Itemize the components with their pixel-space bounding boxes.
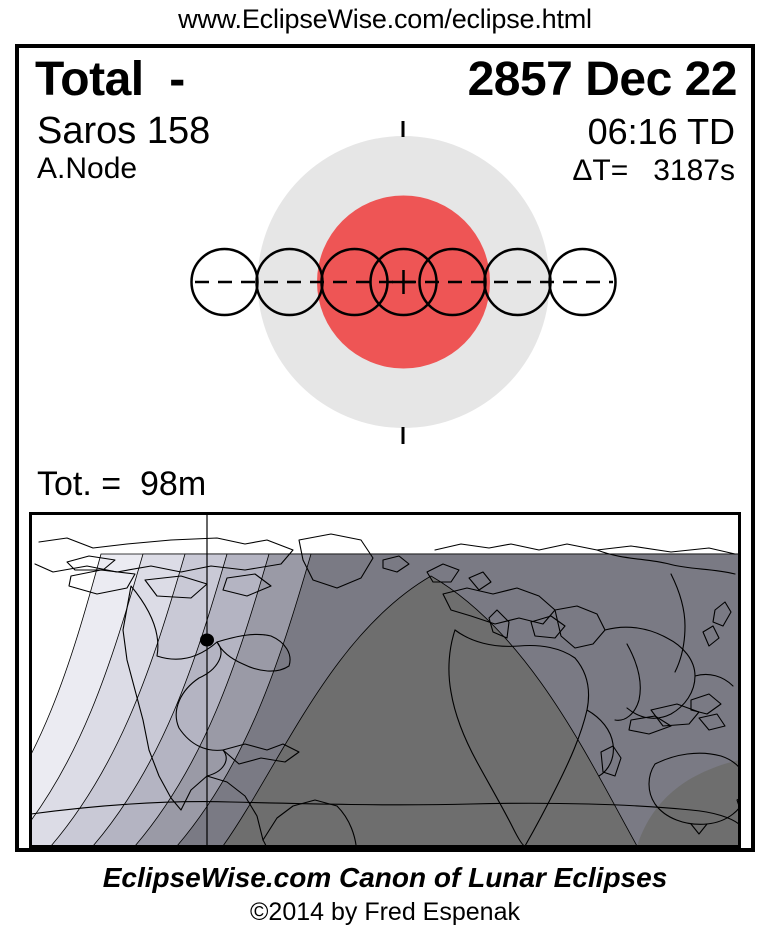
shadow-diagram — [190, 121, 617, 444]
eclipse-type-label: Total - — [35, 53, 185, 106]
moon-position-greatest — [369, 247, 438, 317]
shadow-center-crosshair — [392, 270, 415, 294]
footer-copyright: ©2014 by Fred Espenak — [250, 898, 520, 926]
eclipse-panel: Total - 2857 Dec 22 Saros 158 A.Node 06:… — [15, 44, 755, 852]
moon-position-u2 — [320, 247, 389, 317]
eclipse-date: 2857 Dec 22 — [467, 53, 738, 106]
saros-series: Saros 158 — [37, 110, 211, 152]
coastlines — [31, 533, 739, 846]
sublunar-point-marker — [200, 633, 214, 647]
moon-position-p4 — [548, 247, 617, 317]
greatest-eclipse-time: 06:16 TD — [587, 111, 735, 152]
node-label: A.Node — [37, 152, 138, 185]
source-url: www.EclipseWise.com/eclipse.html — [178, 4, 592, 34]
delta-t-value: ΔT= 3187s — [572, 154, 735, 187]
visibility-map-svg — [31, 514, 739, 846]
visibility-map — [29, 512, 741, 848]
night-region — [222, 575, 638, 846]
night-region-right-fill — [637, 760, 739, 846]
totality-duration: Tot. = 98m — [37, 465, 207, 503]
footer-title: EclipseWise.com Canon of Lunar Eclipses — [102, 862, 668, 893]
